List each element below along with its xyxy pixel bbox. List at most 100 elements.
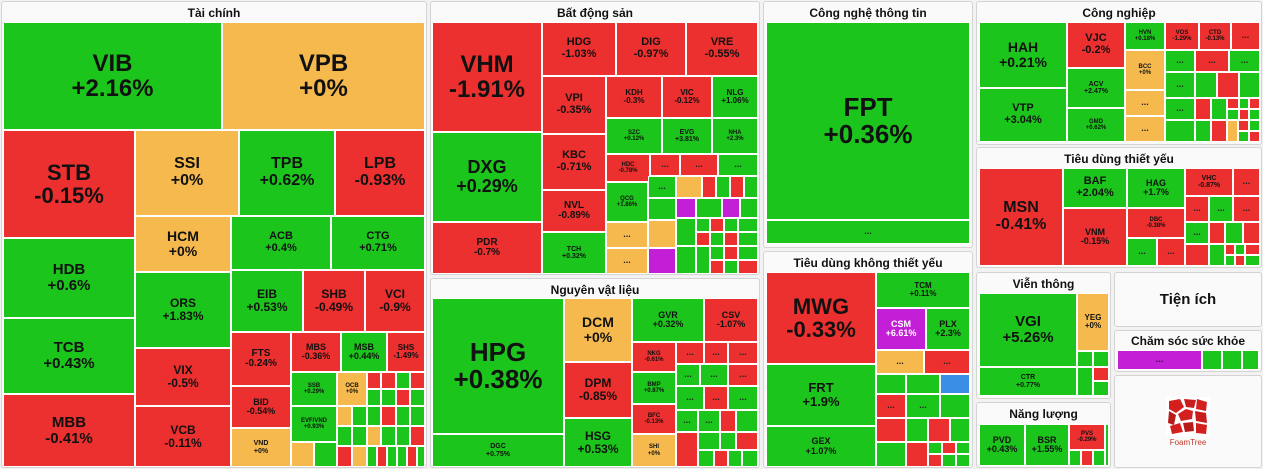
stock-tile-vhc[interactable]: VHC -0.87% [1185, 168, 1233, 196]
stock-tile-eib[interactable]: EIB +0.53% [231, 270, 303, 332]
small-stock-cell[interactable] [1249, 98, 1260, 109]
small-stock-cell[interactable] [377, 446, 387, 467]
small-stock-cell[interactable] [396, 372, 410, 389]
small-stock-cell[interactable] [1077, 351, 1093, 367]
stock-tile-bid[interactable]: BID -0.54% [231, 386, 291, 428]
stock-tile-csm[interactable]: CSM +6.61% [876, 308, 926, 350]
stock-tile-dbc[interactable]: DBC -0.38% [1127, 208, 1185, 238]
small-stock-cell[interactable] [696, 198, 722, 218]
small-stock-cell[interactable] [1245, 244, 1260, 255]
small-stock-cell[interactable] [724, 246, 738, 260]
small-stock-cell[interactable] [942, 454, 956, 467]
small-stock-cell[interactable] [1195, 72, 1217, 98]
small-stock-cell[interactable] [1242, 350, 1259, 370]
small-stock-cell[interactable] [1239, 109, 1249, 120]
stock-tile-mbs[interactable]: MBS -0.36% [291, 332, 341, 372]
small-stock-cell[interactable] [381, 389, 396, 406]
small-stock-cell[interactable] [337, 426, 352, 446]
stock-tile-hsg[interactable]: HSG +0.53% [564, 418, 632, 467]
small-stock-cell[interactable] [950, 418, 970, 442]
more-stocks-tile[interactable]: ... [1233, 168, 1260, 196]
stock-tile-msb[interactable]: MSB +0.44% [341, 332, 387, 372]
stock-tile-vhm[interactable]: VHM -1.91% [432, 22, 542, 132]
more-stocks-tile[interactable]: ... [1229, 50, 1260, 72]
more-stocks-tile[interactable]: ... [1195, 50, 1229, 72]
stock-tile-vnd[interactable]: VND +0% [231, 428, 291, 467]
stock-tile-ors[interactable]: ORS +1.83% [135, 272, 231, 348]
small-stock-cell[interactable] [1243, 222, 1260, 244]
small-stock-cell[interactable] [1081, 450, 1093, 466]
stock-tile-baf[interactable]: BAF +2.04% [1063, 168, 1127, 208]
small-stock-cell[interactable] [1227, 120, 1238, 142]
small-stock-cell[interactable] [314, 442, 337, 467]
small-stock-cell[interactable] [1209, 244, 1225, 266]
small-stock-cell[interactable] [710, 218, 724, 232]
small-stock-cell[interactable] [1093, 351, 1109, 367]
stock-tile-vic[interactable]: VIC -0.12% [662, 76, 712, 118]
more-stocks-tile[interactable]: ... [606, 222, 648, 248]
more-stocks-tile[interactable]: ... [704, 342, 728, 364]
stock-tile-qcg[interactable]: QCG +1.86% [606, 182, 648, 222]
small-stock-cell[interactable] [1185, 244, 1209, 266]
stock-tile-dxg[interactable]: DXG +0.29% [432, 132, 542, 222]
small-stock-cell[interactable] [676, 218, 696, 246]
small-stock-cell[interactable] [1211, 120, 1227, 142]
stock-tile-stb[interactable]: STB -0.15% [3, 130, 135, 238]
small-stock-cell[interactable] [716, 176, 730, 198]
stock-tile-bfc[interactable]: BFC -0.13% [632, 404, 676, 434]
small-stock-cell[interactable] [1238, 120, 1249, 131]
small-stock-cell[interactable] [1165, 120, 1195, 142]
stock-tile-vtp[interactable]: VTP +3.04% [979, 88, 1067, 142]
stock-tile-dcm[interactable]: DCM +0% [564, 298, 632, 362]
small-stock-cell[interactable] [648, 220, 676, 248]
more-stocks-tile[interactable]: ... [606, 248, 648, 274]
stock-tile-pdr[interactable]: PDR -0.7% [432, 222, 542, 274]
small-stock-cell[interactable] [396, 389, 410, 406]
stock-tile-gex[interactable]: GEX +1.07% [766, 426, 876, 467]
more-stocks-tile[interactable]: ... [1209, 196, 1233, 222]
small-stock-cell[interactable] [410, 406, 425, 426]
more-stocks-tile[interactable]: ... [906, 394, 940, 418]
stock-tile-hdb[interactable]: HDB +0.6% [3, 238, 135, 318]
small-stock-cell[interactable] [676, 198, 696, 218]
stock-tile-gvr[interactable]: GVR +0.32% [632, 298, 704, 342]
small-stock-cell[interactable] [1227, 98, 1239, 109]
small-stock-cell[interactable] [1225, 244, 1235, 255]
more-stocks-tile[interactable]: ... [1165, 72, 1195, 98]
more-stocks-tile[interactable]: ... [1185, 222, 1209, 244]
small-stock-cell[interactable] [928, 442, 942, 454]
stock-tile-hdg[interactable]: HDG -1.03% [542, 22, 616, 76]
more-stocks-tile[interactable]: ... [766, 220, 970, 244]
stock-tile-hvn[interactable]: HVN +0.18% [1125, 22, 1165, 50]
stock-tile-ssi[interactable]: SSI +0% [135, 130, 239, 216]
small-stock-cell[interactable] [1239, 98, 1249, 109]
stock-tile-pvd[interactable]: PVD +0.43% [979, 424, 1025, 466]
small-stock-cell[interactable] [876, 418, 906, 442]
stock-tile-tpb[interactable]: TPB +0.62% [239, 130, 335, 216]
small-stock-cell[interactable] [1217, 72, 1239, 98]
small-stock-cell[interactable] [698, 432, 720, 450]
small-stock-cell[interactable] [1093, 367, 1109, 381]
small-stock-cell[interactable] [367, 426, 381, 446]
small-stock-cell[interactable] [387, 446, 397, 467]
stock-tile-tcm[interactable]: TCM +0.11% [876, 272, 970, 308]
stock-tile-kdh[interactable]: KDH -0.3% [606, 76, 662, 118]
small-stock-cell[interactable] [1202, 350, 1222, 370]
small-stock-cell[interactable] [724, 218, 738, 232]
small-stock-cell[interactable] [940, 374, 970, 394]
small-stock-cell[interactable] [710, 232, 724, 246]
small-stock-cell[interactable] [1249, 120, 1260, 131]
small-stock-cell[interactable] [1225, 222, 1243, 244]
small-stock-cell[interactable] [736, 410, 758, 432]
small-stock-cell[interactable] [928, 454, 942, 467]
small-stock-cell[interactable] [1245, 255, 1260, 266]
stock-tile-msn[interactable]: MSN -0.41% [979, 168, 1063, 266]
small-stock-cell[interactable] [698, 450, 714, 467]
stock-tile-vre[interactable]: VRE -0.55% [686, 22, 758, 76]
more-stocks-tile[interactable]: ... [1125, 90, 1165, 116]
small-stock-cell[interactable] [906, 374, 940, 394]
stock-tile-shs[interactable]: SHS -1.49% [387, 332, 425, 372]
small-stock-cell[interactable] [337, 406, 352, 426]
small-stock-cell[interactable] [738, 218, 758, 232]
small-stock-cell[interactable] [648, 248, 676, 274]
